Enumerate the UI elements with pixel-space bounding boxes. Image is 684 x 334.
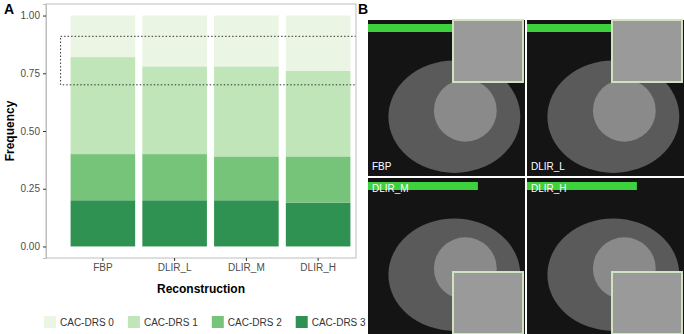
panel-label: B — [358, 1, 368, 17]
bar-segment — [71, 154, 136, 200]
x-tick-label: FBP — [93, 262, 113, 273]
bar-segment — [142, 154, 207, 200]
tile-label: DLIR_M — [372, 183, 409, 194]
panel-label: A — [4, 1, 14, 17]
bar-segment — [71, 57, 136, 154]
x-tick: DLIR_H — [300, 258, 336, 273]
image-tile: DLIR_H — [527, 178, 684, 334]
bar-segment — [142, 200, 207, 246]
legend: CAC-DRS 0 CAC-DRS 1 CAC-DRS 2 CAC-DRS 3 — [44, 316, 366, 328]
y-tick: 0.00 — [21, 241, 46, 252]
x-axis: FBP DLIR_L DLIR_M DLIR_H — [93, 258, 336, 273]
legend-swatch — [128, 316, 140, 328]
x-tick: DLIR_M — [228, 258, 265, 273]
bar-segment — [214, 156, 279, 200]
x-tick-mark — [318, 258, 319, 261]
y-tick: 0.25 — [21, 183, 46, 194]
legend-label: CAC-DRS 2 — [228, 317, 282, 328]
plot-frame — [46, 4, 356, 258]
tile-anatomy — [593, 79, 656, 141]
y-tick-label: 1.00 — [21, 10, 41, 21]
x-tick: FBP — [93, 258, 113, 273]
legend-label: CAC-DRS 1 — [144, 317, 198, 328]
legend-swatch — [212, 316, 224, 328]
y-tick-mark — [43, 131, 46, 132]
y-tick-label: 0.75 — [21, 68, 41, 79]
bar-segment — [286, 71, 351, 156]
x-tick: DLIR_L — [158, 258, 192, 273]
plot-area — [61, 16, 356, 247]
tile-label: DLIR_L — [531, 161, 565, 172]
x-tick-mark — [246, 258, 247, 261]
y-axis-title: Frequency — [3, 100, 17, 161]
legend-label: CAC-DRS 0 — [60, 317, 114, 328]
tile-background — [368, 20, 525, 176]
tile-inset — [612, 20, 682, 82]
tile-inset — [453, 20, 523, 82]
y-axis: 0.00 0.25 0.50 0.75 1.00 — [21, 5, 47, 259]
y-tick: 0.75 — [21, 68, 46, 79]
bar-segment — [286, 156, 351, 202]
image-tile: DLIR_L — [527, 20, 684, 176]
tile-anatomy — [434, 79, 497, 141]
image-tile: FBP — [368, 20, 525, 176]
image-tile: DLIR_M — [368, 178, 525, 334]
bar-segment — [214, 66, 279, 156]
tile-background — [527, 178, 684, 334]
bar-segment — [286, 16, 351, 71]
x-tick-label: DLIR_M — [228, 262, 265, 273]
bar-segment — [286, 203, 351, 247]
bar-segment — [214, 200, 279, 246]
x-tick-mark — [174, 258, 175, 261]
bar-segment — [214, 16, 279, 67]
y-tick-label: 0.00 — [21, 241, 41, 252]
y-axis-line — [43, 5, 47, 259]
legend-label: CAC-DRS 3 — [312, 317, 366, 328]
y-tick-label: 0.25 — [21, 183, 41, 194]
bar-segment — [142, 66, 207, 154]
y-tick: 0.50 — [21, 126, 46, 137]
y-tick-mark — [43, 246, 46, 247]
legend-swatch — [296, 316, 308, 328]
tile-inset — [453, 272, 523, 334]
x-axis-title: Reconstruction — [157, 282, 245, 296]
bar-segment — [142, 16, 207, 67]
tile-background — [368, 178, 525, 334]
x-tick-mark — [102, 258, 103, 261]
y-tick-mark — [43, 73, 46, 74]
y-tick: 1.00 — [21, 10, 46, 21]
y-tick-label: 0.50 — [21, 126, 41, 137]
tile-label: DLIR_H — [531, 183, 567, 194]
tile-background — [527, 20, 684, 176]
tile-label: FBP — [372, 161, 392, 172]
tile-inset — [612, 272, 682, 334]
x-tick-label: DLIR_L — [158, 262, 192, 273]
y-tick-mark — [43, 189, 46, 190]
y-tick-mark — [43, 16, 46, 17]
x-tick-label: DLIR_H — [300, 262, 336, 273]
legend-swatch — [44, 316, 56, 328]
bar-segment — [71, 200, 136, 246]
figure: A B 0.00 0.25 0.50 0.75 1.00 FBP DLIR_L DLIR_M DLI… — [0, 0, 684, 334]
highlight-box — [61, 36, 356, 84]
